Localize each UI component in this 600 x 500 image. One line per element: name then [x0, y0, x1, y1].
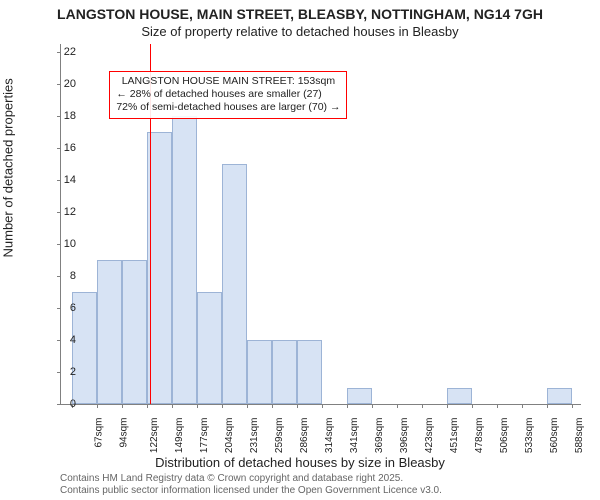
x-axis-label: Distribution of detached houses by size … [0, 455, 600, 470]
x-tick-label: 67sqm [93, 418, 104, 448]
x-tick-label: 177sqm [199, 418, 210, 454]
y-tick-label: 10 [64, 238, 76, 250]
annotation-line: 72% of semi-detached houses are larger (… [116, 101, 340, 114]
x-tick-label: 314sqm [324, 418, 335, 454]
x-tick-label: 341sqm [349, 418, 360, 454]
x-tick-label: 533sqm [524, 418, 535, 454]
chart-title-line2: Size of property relative to detached ho… [0, 24, 600, 39]
footnote-line2: Contains public sector information licen… [60, 485, 442, 497]
y-tick-label: 8 [70, 270, 76, 282]
x-tick-label: 231sqm [249, 418, 260, 454]
annotation-line: ← 28% of detached houses are smaller (27… [116, 88, 340, 101]
chart-container: LANGSTON HOUSE, MAIN STREET, BLEASBY, NO… [0, 0, 600, 500]
y-tick-label: 16 [64, 142, 76, 154]
x-tick-label: 259sqm [274, 418, 285, 454]
x-tick-label: 286sqm [299, 418, 310, 454]
histogram-bar [547, 388, 572, 404]
histogram-bar [297, 340, 322, 404]
y-tick-label: 18 [64, 110, 76, 122]
footnote-line1: Contains HM Land Registry data © Crown c… [60, 473, 442, 485]
x-tick-label: 204sqm [224, 418, 235, 454]
chart-title-line1: LANGSTON HOUSE, MAIN STREET, BLEASBY, NO… [0, 6, 600, 22]
y-tick-label: 20 [64, 78, 76, 90]
histogram-bar [172, 116, 197, 404]
x-tick-label: 451sqm [449, 418, 460, 454]
y-tick-label: 6 [70, 302, 76, 314]
y-tick-label: 12 [64, 206, 76, 218]
annotation-line: LANGSTON HOUSE MAIN STREET: 153sqm [116, 75, 340, 88]
x-tick-label: 396sqm [399, 418, 410, 454]
y-tick-label: 14 [64, 174, 76, 186]
histogram-bar [347, 388, 372, 404]
histogram-bar [197, 292, 222, 404]
x-tick-label: 506sqm [500, 418, 511, 454]
x-tick-label: 478sqm [474, 418, 485, 454]
histogram-bar [222, 164, 248, 404]
y-axis-label: Number of detached properties [1, 78, 16, 257]
footnote: Contains HM Land Registry data © Crown c… [60, 473, 442, 496]
y-tick-label: 0 [70, 398, 76, 410]
y-tick-label: 4 [70, 334, 76, 346]
x-tick-label: 149sqm [174, 418, 185, 454]
y-tick-label: 2 [70, 366, 76, 378]
histogram-bar [247, 340, 272, 404]
x-tick-label: 94sqm [118, 418, 129, 448]
x-tick-label: 423sqm [424, 418, 435, 454]
histogram-bar [122, 260, 147, 404]
x-tick-label: 369sqm [375, 418, 386, 454]
histogram-bar [97, 260, 123, 404]
y-tick-label: 22 [64, 46, 76, 58]
plot-area: 67sqm94sqm122sqm149sqm177sqm204sqm231sqm… [60, 44, 581, 405]
x-tick-label: 588sqm [574, 418, 585, 454]
histogram-bar [272, 340, 298, 404]
histogram-bar [447, 388, 473, 404]
x-tick-label: 560sqm [549, 418, 560, 454]
annotation-box: LANGSTON HOUSE MAIN STREET: 153sqm← 28% … [109, 71, 347, 118]
x-tick-label: 122sqm [149, 418, 160, 454]
